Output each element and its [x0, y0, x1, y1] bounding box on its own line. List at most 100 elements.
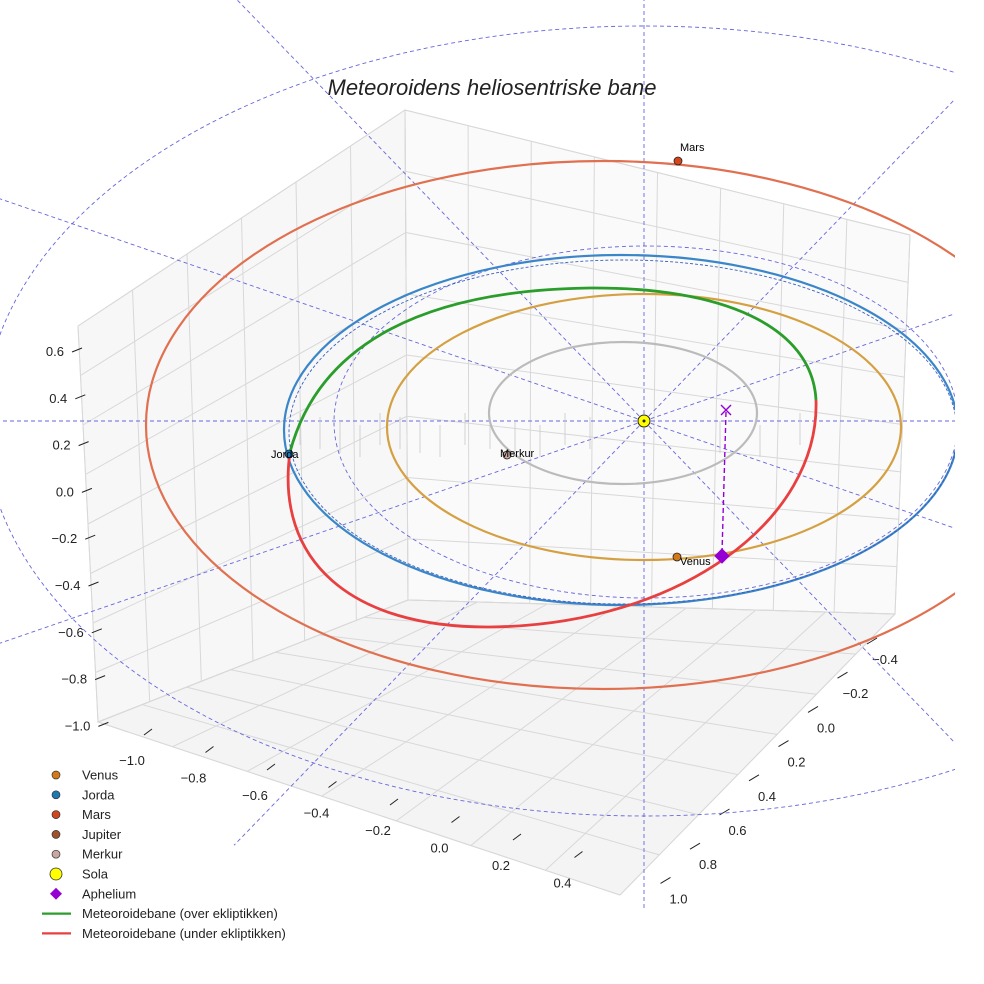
z-tick-mark — [88, 581, 99, 587]
x-tick-label: −0.2 — [365, 823, 391, 838]
grid-line — [275, 651, 778, 735]
grid-line — [95, 538, 408, 673]
legend-label: Venus — [82, 768, 119, 783]
legend-item: Meteoroidebane (under ekliptikken) — [42, 926, 286, 941]
meteoroid-orbit-below — [286, 399, 818, 629]
legend-marker — [49, 867, 63, 881]
grid-lines — [77, 109, 911, 896]
aphelion-projection-marker — [720, 404, 732, 416]
grid-line — [407, 538, 897, 568]
reference-spoke — [0, 198, 645, 422]
legend-item: Merkur — [51, 847, 123, 862]
grid-line — [97, 599, 409, 723]
y-tick-label: 0.4 — [758, 789, 776, 804]
legend-label: Meteoroidebane (over ekliptikken) — [82, 906, 278, 921]
meteoroid-orbit — [286, 286, 818, 629]
y-tick-mark — [807, 705, 819, 713]
planet-venus — [672, 552, 682, 562]
orbit-jorda — [283, 253, 955, 607]
x-tick-label: −1.0 — [119, 753, 145, 768]
y-tick-label: −0.4 — [872, 652, 898, 667]
reference-spoke — [0, 420, 645, 644]
grid-line — [404, 109, 911, 236]
y-tick-label: 0.0 — [817, 720, 835, 735]
z-tick-mark — [94, 675, 106, 681]
grid-line — [395, 607, 687, 822]
legend-item: Mars — [51, 807, 111, 822]
z-tick-mark — [98, 721, 109, 727]
ecliptic-reference-grid — [0, 0, 955, 911]
grid-line — [82, 232, 407, 426]
grid-line — [407, 599, 896, 615]
orbit-jorda-reference — [288, 259, 955, 605]
x-tick-mark — [143, 728, 153, 736]
x-tick-mark — [451, 816, 460, 823]
y-tick-label: 1.0 — [669, 891, 687, 906]
grid-line — [619, 613, 896, 896]
legend-item: Jorda — [51, 787, 115, 802]
legend-marker — [51, 810, 61, 819]
legend-label: Mars — [82, 807, 111, 822]
planet-merkur — [502, 450, 512, 460]
z-tick-label: −0.6 — [58, 625, 84, 640]
legend-marker — [51, 830, 61, 839]
x-tick-mark — [574, 851, 583, 858]
legend-marker — [51, 770, 61, 780]
y-tick-label: 0.2 — [787, 755, 805, 770]
grid-line — [321, 605, 617, 797]
z-tick-label: −0.8 — [61, 672, 87, 687]
legend-marker — [51, 849, 61, 859]
x-tick-mark — [205, 746, 214, 753]
orbit-venus — [385, 292, 903, 562]
legend-label: Aphelium — [82, 886, 136, 901]
legend-marker — [50, 887, 62, 900]
grid-line — [405, 170, 909, 283]
planet-label-mars: Mars — [680, 142, 705, 154]
chart-title: Meteoroidens heliosentriske bane — [328, 75, 657, 100]
grid-line — [319, 634, 817, 695]
z-tick-label: 0.0 — [56, 484, 74, 499]
z-tick-mark — [71, 347, 83, 353]
grid-line — [77, 109, 406, 327]
planet-jorda — [284, 449, 294, 459]
y-tick-mark — [689, 842, 701, 850]
z-axis-ticks: 0.6 0.4 0.2 0.0 −0.2 −0.4 −0.6 −0.8 −1.0 — [46, 344, 109, 733]
z-tick-label: 0.6 — [46, 344, 64, 359]
grid-line — [470, 609, 757, 846]
planet-label-venus: Venus — [680, 556, 711, 568]
legend: Venus Jorda Mars Jupiter Merkur Sola Aphelium M… — [42, 768, 286, 941]
planet-markers: Venus Jorda Mars Merkur — [271, 142, 711, 568]
reference-ring — [333, 245, 955, 599]
grid-line — [406, 293, 905, 378]
planet-label-merkur: Merkur — [500, 448, 535, 460]
z-tick-label: 0.2 — [53, 438, 71, 453]
grid-line — [142, 704, 660, 856]
x-tick-mark — [512, 833, 522, 841]
legend-label: Jorda — [82, 787, 115, 802]
grid-line — [406, 415, 901, 473]
y-tick-mark — [778, 740, 789, 748]
plot-area: Venus Jorda Mars Merkur — [0, 0, 955, 911]
grid-line — [405, 232, 907, 331]
y-tick-mark — [837, 671, 848, 679]
x-tick-mark — [389, 798, 399, 806]
x-tick-label: 0.0 — [430, 841, 448, 856]
z-tick-label: 0.4 — [49, 391, 67, 406]
y-tick-label: 0.8 — [699, 857, 717, 872]
legend-label: Sola — [82, 867, 109, 882]
z-tick-label: −0.2 — [52, 531, 78, 546]
grid-line — [246, 603, 548, 772]
meteoroid-orbit-above — [288, 286, 818, 453]
x-tick-label: −0.4 — [304, 806, 330, 821]
legend-item: Sola — [49, 867, 109, 882]
legend-label: Merkur — [82, 847, 123, 862]
legend-item: Jupiter — [51, 827, 122, 842]
grid-line — [90, 415, 408, 574]
y-tick-mark — [748, 774, 760, 782]
grid-line — [407, 477, 899, 520]
grid-line — [92, 477, 408, 624]
legend-label: Jupiter — [82, 827, 122, 842]
planet-mars — [673, 156, 683, 166]
